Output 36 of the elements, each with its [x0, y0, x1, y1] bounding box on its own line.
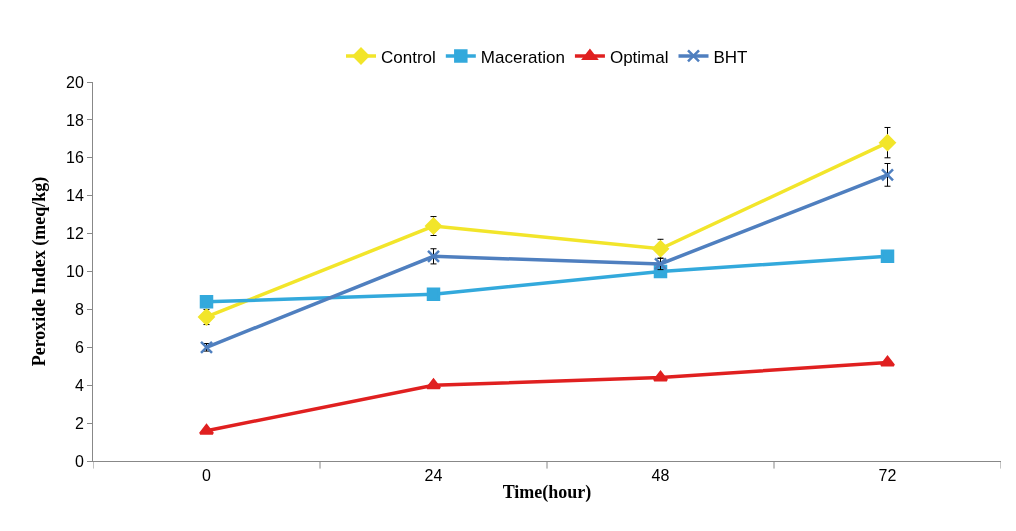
point — [199, 340, 214, 355]
point — [426, 249, 441, 264]
x-tick-label: 48 — [651, 467, 670, 485]
point — [879, 134, 896, 152]
point — [199, 295, 214, 309]
legend-label: BHT — [713, 47, 748, 67]
y-tick-label: 20 — [66, 73, 84, 91]
x-tick-label: 72 — [878, 467, 897, 485]
y-tick-label: 14 — [66, 187, 84, 205]
point — [198, 308, 215, 326]
y-tick-label: 16 — [66, 149, 84, 167]
point — [426, 287, 441, 301]
y-tick-label: 0 — [74, 452, 84, 470]
point — [879, 355, 896, 367]
x-tick-label: 0 — [202, 467, 212, 485]
y-tick-label: 2 — [74, 414, 84, 432]
y-tick-label: 12 — [66, 225, 84, 243]
point — [653, 257, 668, 271]
y-tick-label: 8 — [74, 301, 84, 318]
x-axis-title: Time(hour) — [502, 482, 592, 504]
y-tick-label: 18 — [66, 111, 84, 129]
point — [652, 370, 669, 382]
legend-label: Optimal — [609, 47, 669, 67]
legend-label: Maceration — [480, 47, 565, 67]
y-tick-label: 4 — [74, 376, 84, 394]
y-tick-label: 6 — [74, 338, 84, 356]
point — [198, 423, 215, 435]
legend-label: Control — [381, 47, 436, 67]
point — [652, 240, 669, 258]
point — [880, 168, 895, 182]
point — [425, 217, 442, 235]
point — [880, 249, 895, 264]
y-tick-label: 10 — [66, 263, 84, 281]
point — [425, 378, 442, 390]
x-tick-label: 24 — [424, 467, 443, 485]
y-axis-title: Peroxide Index (meq/kg) — [29, 176, 51, 367]
